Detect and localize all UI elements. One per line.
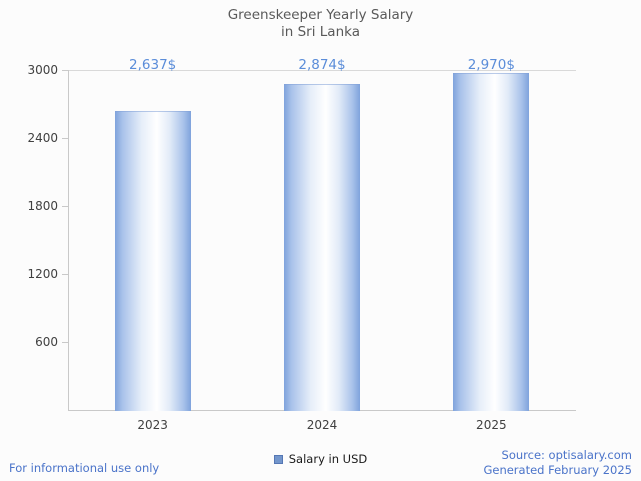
- bar-value-label: 2,637$: [129, 57, 177, 73]
- y-tick-mark: [62, 70, 68, 71]
- legend-label: Salary in USD: [288, 452, 368, 466]
- source-block: Source: optisalary.com Generated Februar…: [483, 448, 632, 478]
- bar-2024: [284, 84, 360, 411]
- bar-2023: [115, 111, 191, 411]
- x-axis-label: 2025: [476, 418, 507, 432]
- legend-swatch-icon: [273, 454, 283, 464]
- disclaimer-text: For informational use only: [9, 461, 160, 475]
- y-tick-mark: [62, 206, 68, 207]
- chart-title: Greenskeeper Yearly Salary in Sri Lanka: [0, 7, 641, 41]
- chart-title-line1: Greenskeeper Yearly Salary: [227, 7, 414, 23]
- x-axis-label: 2024: [306, 418, 338, 432]
- bar-value-label: 2,970$: [467, 57, 515, 73]
- chart-title-line2: in Sri Lanka: [281, 24, 360, 40]
- y-tick-label: 1800: [27, 199, 58, 213]
- y-tick-label: 3000: [27, 63, 58, 77]
- generated-date: Generated February 2025: [483, 463, 632, 477]
- legend: Salary in USD: [0, 452, 641, 466]
- x-axis-label: 2023: [137, 418, 168, 432]
- bar-2025: [453, 73, 529, 411]
- y-tick-label: 2400: [27, 131, 58, 145]
- plot-top-gridline: [68, 70, 576, 71]
- y-tick-mark: [62, 342, 68, 343]
- y-tick-label: 600: [35, 335, 58, 349]
- source-link[interactable]: Source: optisalary.com: [501, 448, 632, 462]
- y-tick-mark: [62, 138, 68, 139]
- y-axis-line: [68, 70, 69, 411]
- y-tick-mark: [62, 274, 68, 275]
- y-tick-label: 1200: [27, 267, 58, 281]
- bar-value-label: 2,874$: [298, 57, 346, 73]
